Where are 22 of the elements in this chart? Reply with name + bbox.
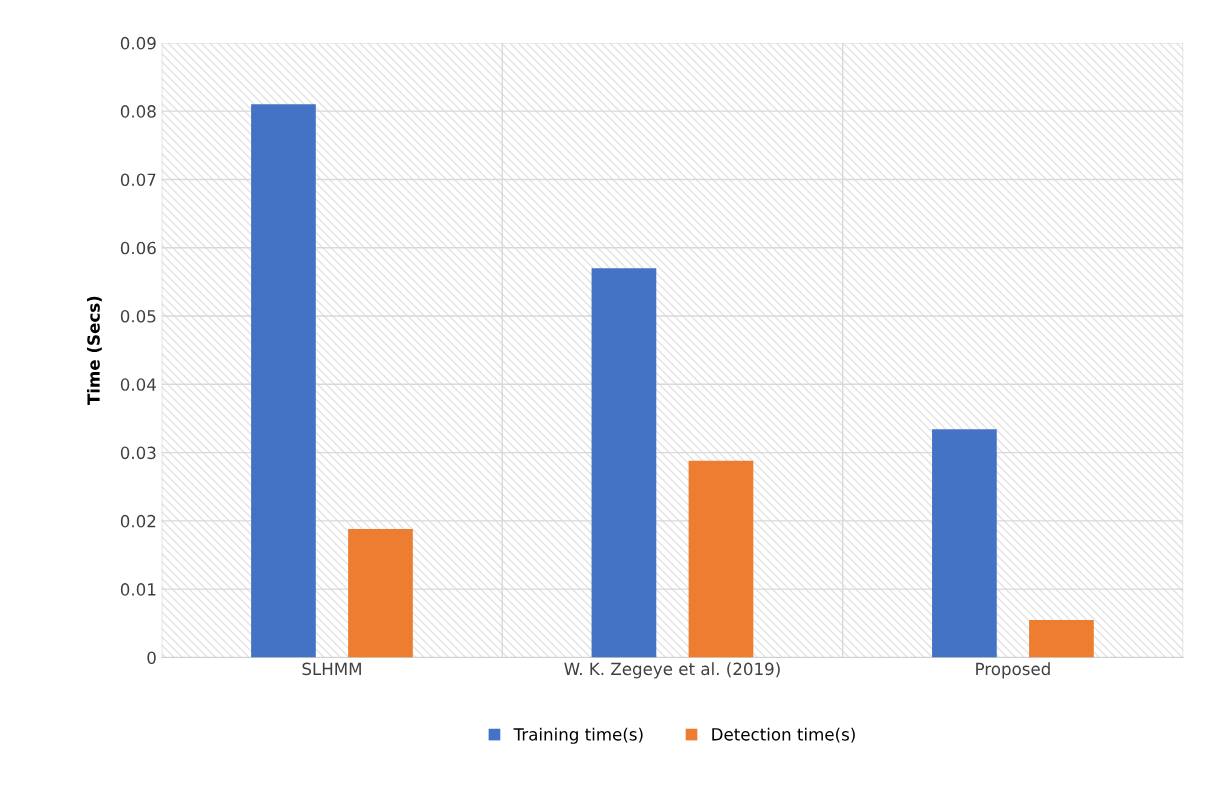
x-tick-label: Proposed — [976, 662, 1050, 679]
bar — [591, 268, 657, 658]
y-tick-label: 0.02 — [120, 514, 156, 528]
bar — [348, 529, 413, 658]
x-tick-label: SLHMM — [302, 662, 361, 676]
bar — [251, 104, 316, 658]
y-axis-title: Time (Secs) — [86, 296, 102, 406]
y-tick-label: 0.01 — [120, 583, 156, 596]
bar — [1029, 619, 1094, 658]
y-tick-label: 0.08 — [120, 105, 156, 118]
legend-label: Detection time(s) — [712, 727, 855, 743]
x-tick-label: W. K. Zegeye et al. (2019) — [564, 662, 780, 679]
bar — [932, 429, 997, 658]
y-tick-label: 0.06 — [120, 241, 156, 255]
y-tick-label: 0.09 — [120, 36, 156, 50]
y-tick-label: 0.07 — [120, 173, 156, 187]
y-tick-label: 0.03 — [120, 446, 156, 460]
y-tick-label: 0 — [147, 651, 156, 664]
bar — [688, 460, 754, 658]
y-tick-label: 0.05 — [120, 309, 156, 323]
y-tick-label: 0.04 — [120, 378, 156, 391]
legend-label: Training time(s) — [513, 727, 643, 744]
